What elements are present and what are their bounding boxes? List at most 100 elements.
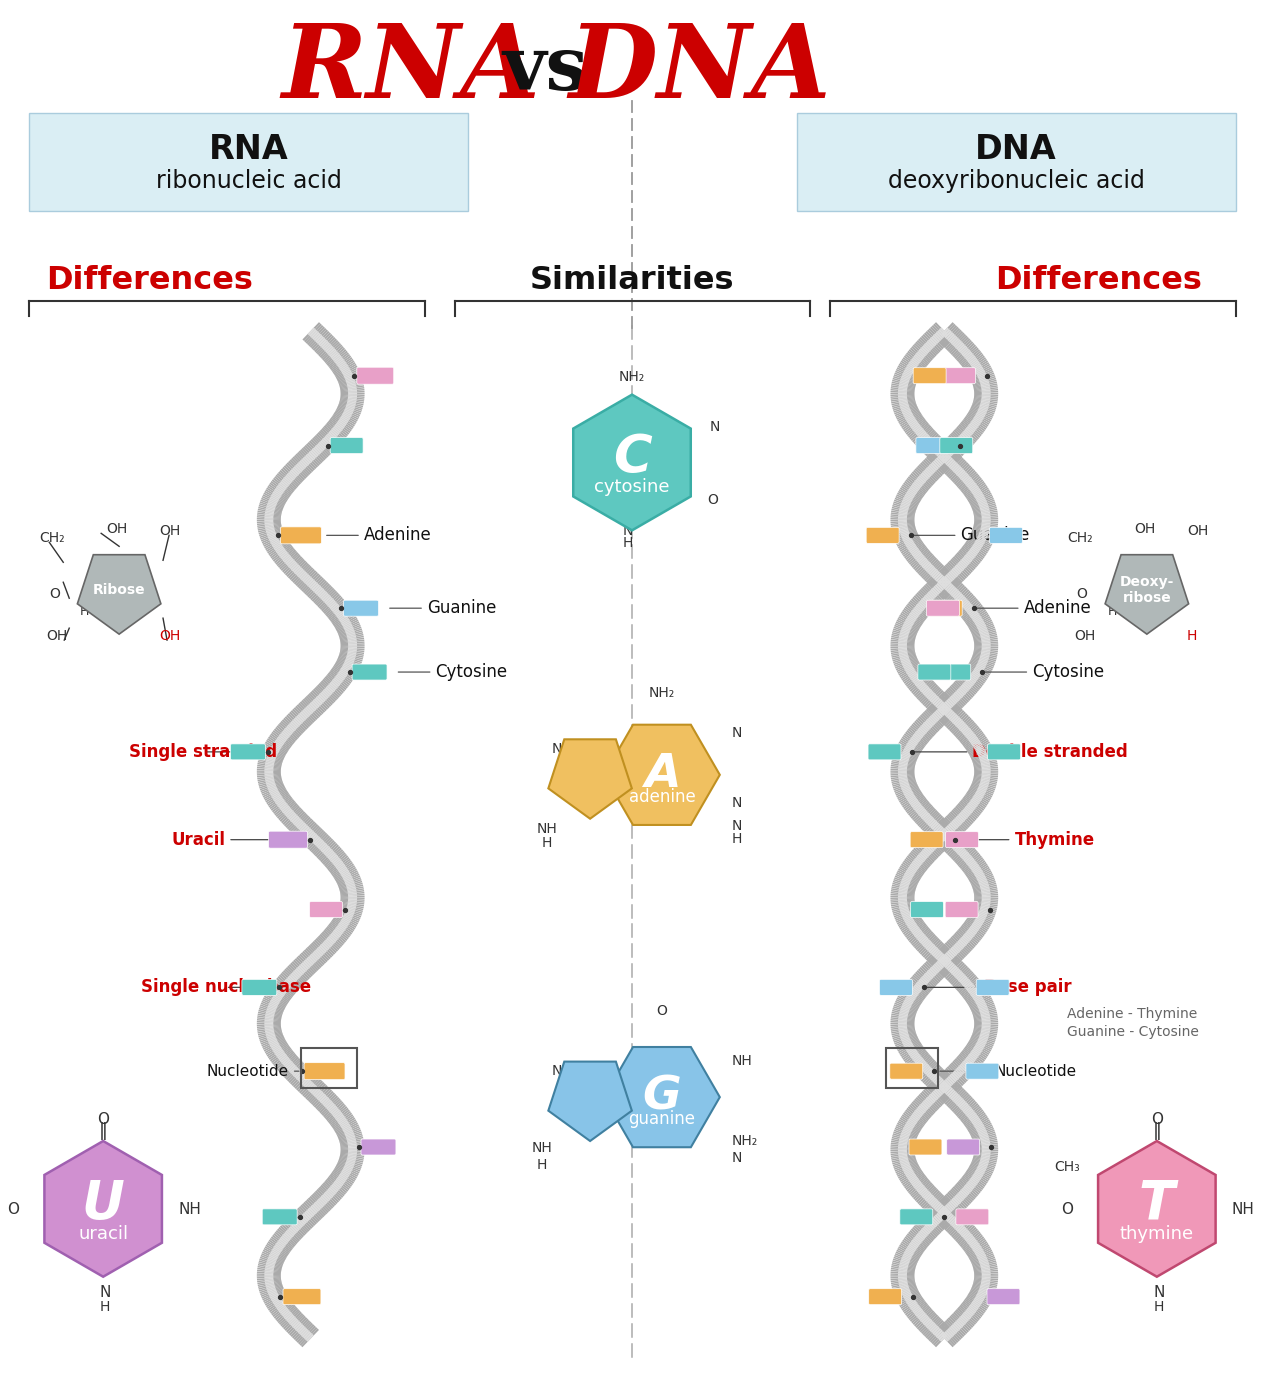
Polygon shape	[321, 594, 340, 612]
Polygon shape	[345, 910, 354, 915]
Polygon shape	[328, 432, 336, 439]
Polygon shape	[898, 523, 907, 524]
Polygon shape	[964, 478, 973, 485]
Polygon shape	[963, 1061, 970, 1068]
Polygon shape	[972, 374, 994, 384]
Polygon shape	[907, 728, 927, 745]
Polygon shape	[893, 375, 916, 385]
Polygon shape	[902, 877, 911, 883]
Polygon shape	[973, 1156, 997, 1165]
Polygon shape	[965, 1234, 974, 1243]
Polygon shape	[333, 666, 354, 681]
Text: H: H	[80, 605, 89, 619]
Polygon shape	[309, 833, 316, 840]
Polygon shape	[348, 393, 357, 395]
Polygon shape	[945, 1194, 963, 1213]
Polygon shape	[954, 1097, 973, 1115]
Polygon shape	[276, 1301, 283, 1308]
Polygon shape	[926, 456, 944, 475]
Polygon shape	[901, 1037, 910, 1042]
Polygon shape	[974, 520, 998, 523]
Polygon shape	[899, 1283, 908, 1286]
Polygon shape	[946, 1330, 954, 1337]
Polygon shape	[929, 842, 936, 851]
Polygon shape	[281, 553, 300, 571]
Polygon shape	[970, 926, 979, 931]
Polygon shape	[340, 888, 364, 894]
Polygon shape	[257, 1017, 281, 1022]
Polygon shape	[958, 596, 965, 603]
Polygon shape	[974, 646, 998, 649]
Polygon shape	[968, 1055, 975, 1062]
Polygon shape	[945, 457, 953, 466]
Polygon shape	[973, 527, 997, 534]
Polygon shape	[980, 888, 990, 891]
Polygon shape	[318, 432, 336, 450]
Polygon shape	[949, 838, 966, 856]
Polygon shape	[968, 1119, 990, 1133]
Polygon shape	[334, 1111, 342, 1118]
Polygon shape	[925, 584, 944, 602]
Polygon shape	[918, 716, 937, 734]
Polygon shape	[347, 653, 357, 656]
Polygon shape	[278, 724, 297, 741]
Text: Cytosine: Cytosine	[398, 663, 507, 681]
Polygon shape	[941, 1083, 949, 1091]
Polygon shape	[939, 445, 956, 463]
Polygon shape	[266, 759, 275, 763]
Polygon shape	[280, 986, 287, 992]
Polygon shape	[892, 525, 916, 532]
Polygon shape	[345, 1161, 354, 1166]
Polygon shape	[965, 482, 985, 498]
Polygon shape	[954, 1184, 973, 1202]
Polygon shape	[935, 448, 942, 455]
Polygon shape	[320, 681, 339, 699]
Polygon shape	[921, 434, 929, 441]
Polygon shape	[970, 532, 993, 543]
Polygon shape	[899, 488, 921, 502]
Polygon shape	[268, 1045, 290, 1061]
Polygon shape	[277, 1241, 285, 1248]
Polygon shape	[340, 416, 349, 421]
Polygon shape	[907, 418, 916, 424]
Polygon shape	[918, 727, 926, 734]
Polygon shape	[320, 430, 339, 448]
Polygon shape	[921, 335, 940, 353]
Polygon shape	[908, 670, 916, 677]
Polygon shape	[949, 813, 966, 831]
Polygon shape	[266, 1264, 275, 1268]
Polygon shape	[901, 1134, 910, 1138]
Polygon shape	[961, 728, 982, 745]
Polygon shape	[904, 917, 913, 923]
Polygon shape	[897, 1290, 918, 1302]
Polygon shape	[300, 963, 307, 972]
Polygon shape	[309, 329, 316, 336]
Polygon shape	[920, 684, 927, 691]
Polygon shape	[959, 851, 978, 867]
Polygon shape	[340, 901, 364, 906]
Polygon shape	[338, 657, 361, 669]
Polygon shape	[931, 695, 939, 703]
Polygon shape	[268, 1004, 277, 1009]
Polygon shape	[966, 1241, 988, 1255]
Polygon shape	[931, 325, 950, 343]
Polygon shape	[936, 835, 944, 842]
Polygon shape	[950, 434, 968, 452]
Polygon shape	[281, 806, 300, 823]
Polygon shape	[963, 730, 983, 746]
Polygon shape	[340, 638, 364, 642]
Polygon shape	[929, 1095, 936, 1102]
Polygon shape	[917, 842, 936, 860]
Polygon shape	[969, 492, 992, 505]
Polygon shape	[338, 908, 362, 917]
Polygon shape	[959, 802, 978, 819]
Polygon shape	[906, 541, 913, 546]
Polygon shape	[891, 523, 915, 527]
Polygon shape	[966, 414, 988, 428]
Polygon shape	[939, 450, 956, 470]
Polygon shape	[320, 339, 328, 348]
Polygon shape	[960, 727, 980, 744]
Polygon shape	[319, 1197, 326, 1205]
Polygon shape	[320, 845, 339, 862]
Polygon shape	[345, 627, 354, 632]
